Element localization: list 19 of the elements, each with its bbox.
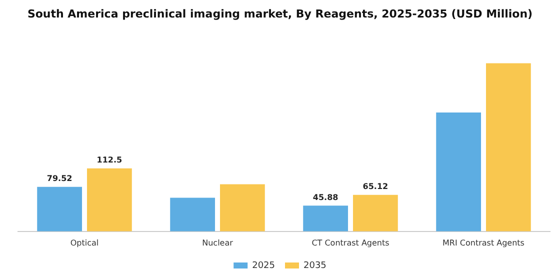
bar <box>436 112 482 232</box>
data-label: 112.5 <box>96 155 123 164</box>
bar <box>303 206 348 232</box>
bar <box>352 194 398 232</box>
x-tick-label: Optical <box>70 238 99 248</box>
bar <box>486 63 531 232</box>
x-tick-label: MRI Contrast Agents <box>442 238 524 248</box>
legend-label: 2035 <box>304 260 326 271</box>
x-tick-label: Nuclear <box>202 238 234 248</box>
bar <box>220 184 265 232</box>
data-label: 65.12 <box>362 182 388 191</box>
chart-title: South America preclinical imaging market, By Reagents, 2025-2035 (USD Million) <box>27 7 533 20</box>
bar <box>37 186 82 232</box>
legend-label: 2025 <box>252 260 275 271</box>
bar <box>86 168 132 232</box>
bar <box>170 198 216 232</box>
data-label: 79.52 <box>46 174 72 183</box>
x-tick-label: CT Contrast Agents <box>312 238 390 248</box>
data-label: 45.88 <box>312 192 339 202</box>
